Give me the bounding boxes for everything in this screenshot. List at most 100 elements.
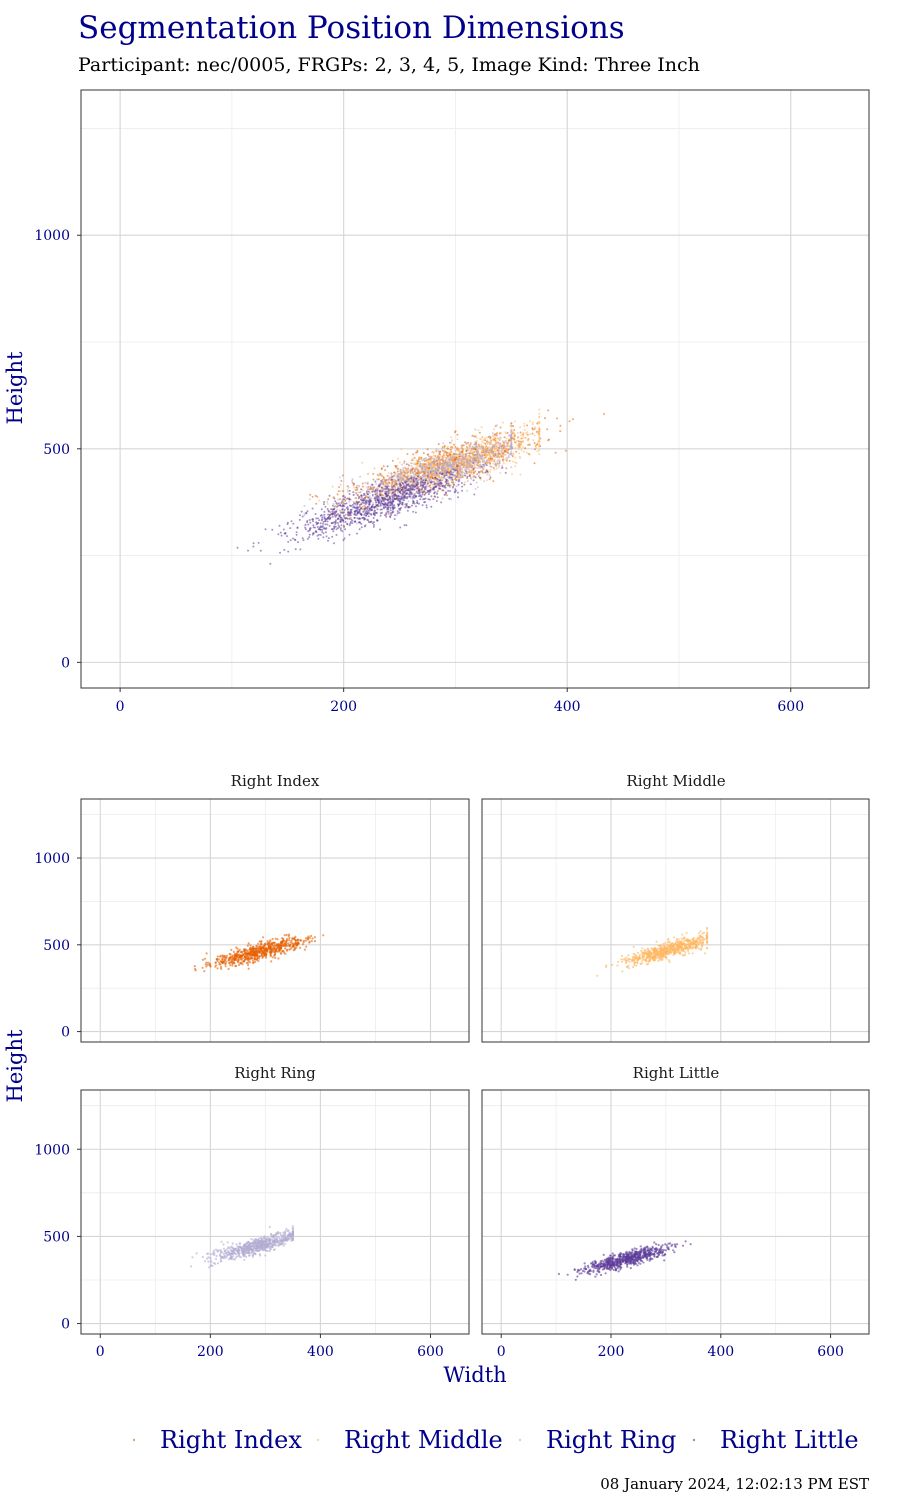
data-point bbox=[430, 467, 433, 470]
data-point bbox=[236, 950, 239, 953]
data-point bbox=[263, 943, 266, 946]
data-point bbox=[441, 497, 444, 500]
data-point bbox=[410, 488, 413, 491]
data-point bbox=[450, 498, 453, 501]
data-point bbox=[688, 945, 691, 949]
data-point bbox=[335, 528, 338, 531]
data-point bbox=[317, 533, 320, 536]
data-point bbox=[361, 482, 364, 485]
data-point bbox=[515, 462, 518, 465]
data-point bbox=[306, 510, 309, 513]
data-point bbox=[358, 528, 361, 531]
data-point bbox=[636, 951, 639, 954]
data-point bbox=[465, 464, 468, 466]
data-point bbox=[387, 512, 390, 515]
data-point bbox=[413, 456, 416, 459]
data-point bbox=[363, 504, 366, 507]
data-point bbox=[476, 473, 479, 476]
data-point bbox=[332, 530, 335, 533]
data-point bbox=[436, 490, 439, 493]
data-point bbox=[430, 462, 432, 465]
data-point bbox=[330, 508, 333, 511]
data-point bbox=[437, 476, 440, 479]
data-point bbox=[332, 508, 335, 511]
data-point bbox=[702, 931, 706, 934]
data-point bbox=[433, 482, 436, 485]
data-point bbox=[414, 473, 417, 476]
data-point bbox=[303, 514, 306, 517]
data-point bbox=[403, 487, 406, 490]
data-point bbox=[328, 513, 331, 516]
data-point bbox=[478, 466, 481, 469]
data-point bbox=[508, 459, 511, 462]
data-point bbox=[499, 443, 502, 446]
data-point bbox=[538, 431, 541, 434]
data-point bbox=[350, 511, 353, 514]
data-point bbox=[472, 467, 475, 470]
data-point bbox=[399, 470, 402, 472]
data-point bbox=[466, 489, 469, 492]
data-point bbox=[469, 464, 472, 467]
data-point bbox=[435, 479, 438, 482]
data-point bbox=[410, 462, 412, 465]
data-point bbox=[354, 507, 357, 509]
data-point bbox=[478, 431, 481, 434]
data-point bbox=[247, 549, 249, 552]
data-point bbox=[472, 457, 475, 460]
data-point bbox=[219, 966, 223, 969]
data-point bbox=[421, 491, 424, 494]
data-point bbox=[201, 958, 204, 961]
data-point bbox=[397, 468, 400, 470]
data-point bbox=[348, 489, 351, 492]
data-point bbox=[375, 512, 378, 514]
data-point bbox=[497, 463, 499, 466]
data-point bbox=[389, 506, 392, 509]
data-point bbox=[284, 952, 287, 956]
data-point bbox=[473, 464, 476, 467]
data-point bbox=[640, 949, 643, 953]
data-point bbox=[467, 471, 470, 474]
data-point bbox=[283, 548, 286, 551]
data-point bbox=[443, 475, 446, 478]
data-point bbox=[421, 470, 424, 473]
data-point bbox=[383, 514, 386, 517]
data-point bbox=[349, 508, 352, 511]
data-point bbox=[261, 950, 264, 953]
data-point bbox=[699, 930, 702, 933]
data-point bbox=[479, 476, 481, 479]
data-point bbox=[698, 938, 701, 941]
data-point bbox=[375, 482, 378, 485]
data-point bbox=[329, 511, 332, 514]
data-point bbox=[412, 480, 415, 483]
data-point bbox=[387, 481, 390, 483]
data-point bbox=[531, 421, 534, 424]
data-point bbox=[504, 448, 507, 450]
data-point bbox=[349, 522, 352, 525]
data-point bbox=[479, 448, 482, 450]
data-point bbox=[477, 429, 480, 432]
data-point bbox=[408, 469, 411, 472]
y-tick-label: 1000 bbox=[34, 851, 70, 867]
data-point bbox=[274, 947, 277, 950]
data-point bbox=[650, 953, 653, 956]
data-point bbox=[504, 471, 507, 474]
data-point bbox=[484, 442, 487, 445]
data-point bbox=[313, 940, 317, 943]
data-point bbox=[339, 504, 342, 507]
data-point bbox=[358, 484, 360, 487]
data-point bbox=[474, 487, 477, 490]
data-point bbox=[522, 435, 525, 438]
data-point bbox=[347, 508, 349, 511]
data-point bbox=[417, 483, 419, 485]
data-point bbox=[394, 514, 396, 517]
data-point bbox=[500, 450, 503, 453]
data-point bbox=[410, 481, 413, 484]
data-point bbox=[402, 479, 404, 482]
data-point bbox=[339, 516, 342, 519]
data-point bbox=[700, 946, 703, 949]
data-point bbox=[399, 492, 402, 495]
data-point bbox=[559, 430, 562, 433]
data-point bbox=[493, 468, 496, 471]
data-point bbox=[487, 446, 490, 449]
data-point bbox=[391, 498, 394, 501]
